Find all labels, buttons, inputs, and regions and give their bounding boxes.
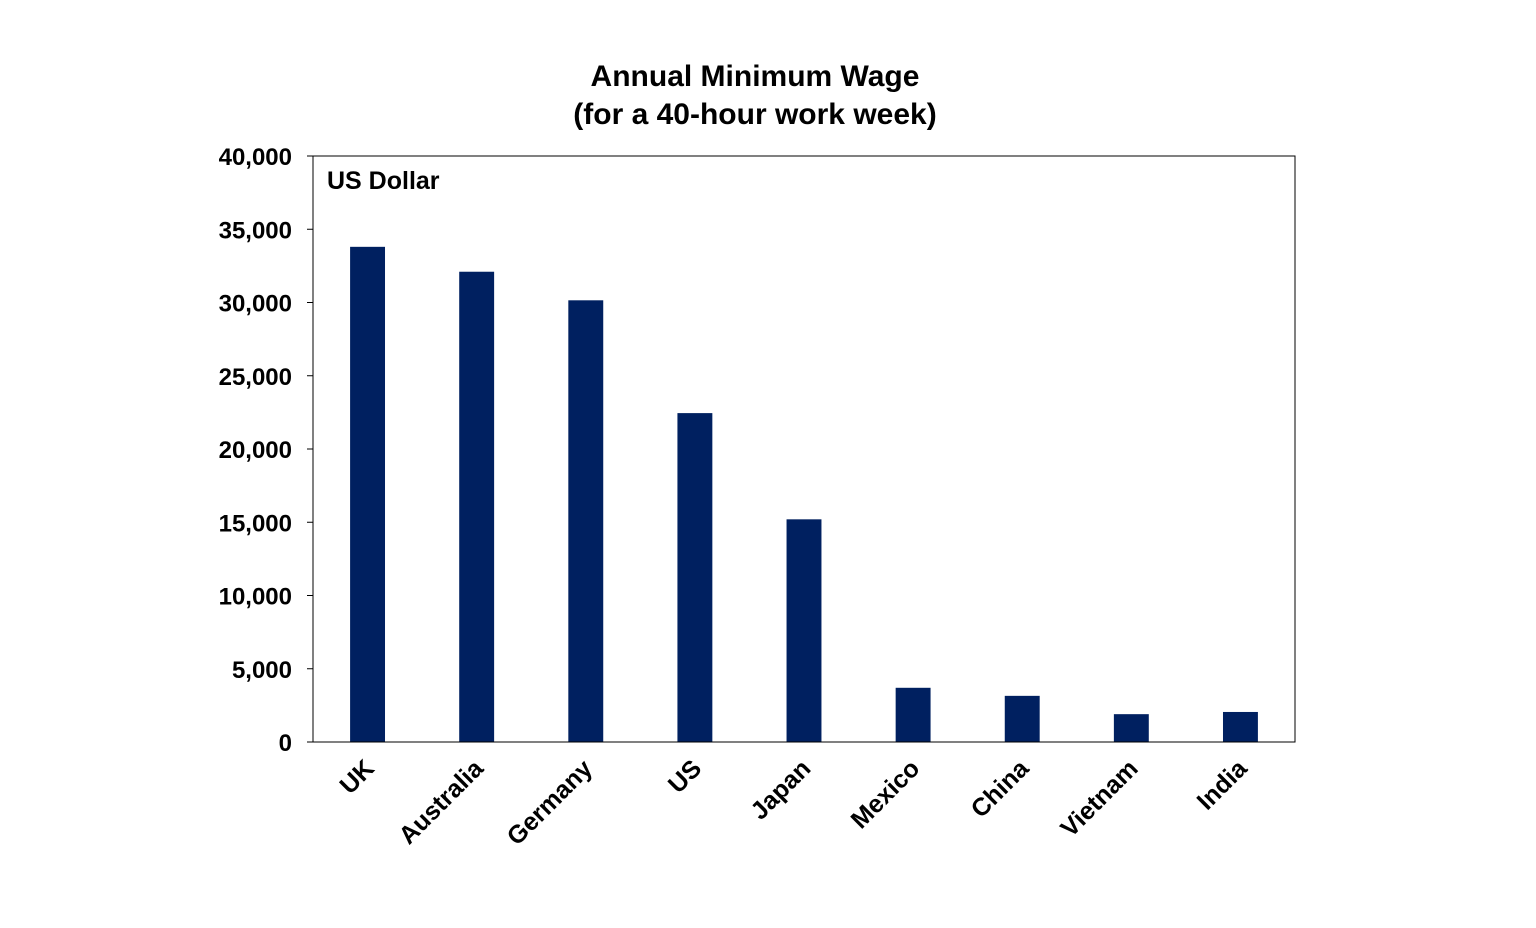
- bar-series: [350, 246, 1258, 742]
- y-tick-label: 25,000: [219, 364, 292, 391]
- bar-us: [677, 413, 713, 742]
- x-category-label: Germany: [502, 754, 599, 851]
- chart-subtitle: (for a 40-hour work week): [573, 98, 936, 131]
- bar-china: [1004, 695, 1040, 742]
- x-axis: UK Australia Germany US Japan Mexico China Viet…: [313, 741, 1295, 851]
- x-category-label: Japan: [745, 754, 816, 825]
- y-tick-label: 20,000: [219, 437, 292, 464]
- chart-title: Annual Minimum Wage: [591, 60, 920, 93]
- x-category-label: Australia: [393, 754, 489, 850]
- bar-vietnam: [1113, 714, 1149, 742]
- y-tick-label: 0: [279, 730, 292, 757]
- bar-australia: [459, 271, 495, 742]
- y-tick-label: 30,000: [219, 291, 292, 318]
- x-category-label: Vietnam: [1055, 754, 1143, 842]
- y-tick-label: 15,000: [219, 510, 292, 537]
- unit-label: US Dollar: [327, 167, 440, 195]
- x-category-label: Mexico: [846, 754, 926, 834]
- x-category-label: China: [966, 754, 1036, 824]
- x-category-label: US: [663, 754, 707, 798]
- y-tick-label: 5,000: [232, 657, 292, 684]
- x-category-label: UK: [334, 754, 379, 799]
- y-axis: 0 5,000 10,000 15,000 20,000 25,000 30,000 35,0…: [219, 144, 314, 757]
- y-tick-label: 10,000: [219, 584, 292, 611]
- bar-india: [1222, 711, 1258, 742]
- bar-uk: [350, 246, 386, 742]
- bar-japan: [786, 519, 822, 742]
- bar-mexico: [895, 687, 931, 742]
- y-tick-label: 40,000: [219, 144, 292, 171]
- y-tick-label: 35,000: [219, 217, 292, 244]
- x-category-label: India: [1192, 754, 1254, 816]
- bar-germany: [568, 300, 604, 742]
